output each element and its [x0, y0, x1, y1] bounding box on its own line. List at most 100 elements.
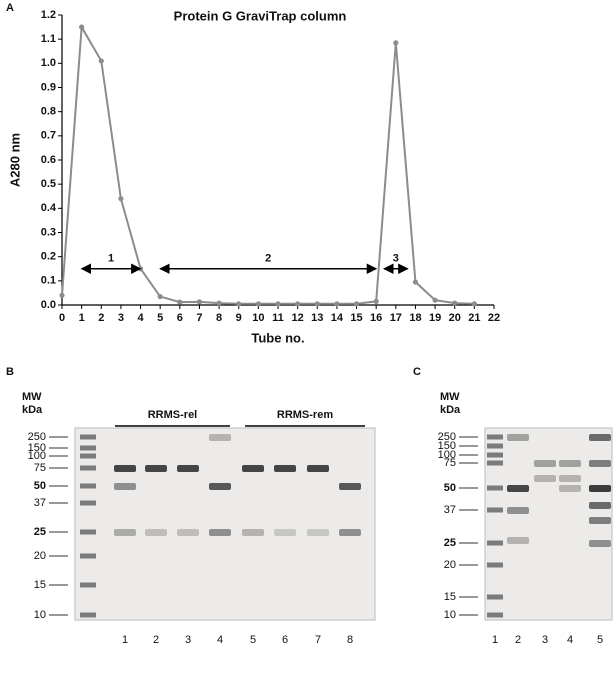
gel-band	[114, 465, 136, 472]
gel-band	[559, 475, 581, 482]
x-tick-label: 14	[331, 312, 344, 324]
gel-band	[114, 529, 136, 536]
ladder-band	[487, 612, 503, 618]
x-tick-label: 19	[429, 312, 441, 324]
lane-label: 2	[153, 634, 159, 646]
data-point	[118, 196, 124, 202]
ladder-band	[487, 452, 503, 458]
data-point	[177, 299, 183, 305]
marker-label: 50	[34, 480, 46, 492]
lane-label: 6	[282, 634, 288, 646]
x-tick-label: 8	[216, 312, 222, 324]
x-tick-label: 15	[350, 312, 362, 324]
gel-band	[589, 460, 611, 467]
y-axis-label: A280 nm	[7, 133, 22, 187]
y-tick-label: 0.7	[41, 130, 56, 142]
y-tick-label: 0.9	[41, 81, 56, 93]
gel-band	[339, 529, 361, 536]
x-tick-label: 13	[311, 312, 323, 324]
gel-band	[589, 434, 611, 441]
x-tick-label: 2	[98, 312, 104, 324]
group-label: RRMS-rel	[148, 409, 198, 421]
marker-label: 15	[444, 591, 456, 603]
y-tick-label: 0.1	[41, 275, 56, 287]
panel-label: B	[6, 366, 14, 378]
chart-title: Protein G GraviTrap column	[174, 8, 347, 23]
gel-band	[145, 465, 167, 472]
data-point	[59, 292, 65, 298]
y-tick-label: 0.6	[41, 154, 56, 166]
lane-label: 5	[250, 634, 256, 646]
marker-label: 150	[28, 442, 46, 454]
range-label: 2	[265, 253, 271, 265]
range-label: 1	[108, 253, 114, 265]
ladder-band	[80, 529, 96, 535]
y-tick-label: 1.2	[41, 9, 56, 21]
x-tick-label: 22	[488, 312, 500, 324]
x-tick-label: 3	[118, 312, 124, 324]
gel-band	[242, 465, 264, 472]
gel-band	[507, 434, 529, 441]
lane-label: 3	[185, 634, 191, 646]
ladder-band	[80, 453, 96, 459]
ladder-band	[80, 553, 96, 559]
gel-band	[589, 502, 611, 509]
marker-label: 25	[444, 537, 456, 549]
marker-label: 100	[438, 449, 456, 461]
data-point	[196, 299, 203, 305]
data-point	[255, 301, 261, 307]
ladder-band	[487, 443, 503, 449]
gel-band	[507, 537, 529, 544]
data-point	[236, 301, 242, 307]
ladder-band	[487, 507, 503, 513]
ladder-band	[487, 562, 503, 568]
gel-band	[114, 483, 136, 490]
marker-label: 10	[34, 609, 46, 621]
gel-band	[177, 529, 199, 536]
ladder-band	[487, 540, 503, 546]
series-line	[61, 23, 475, 305]
data-point	[295, 301, 301, 307]
data-point	[334, 301, 340, 307]
gel-band	[589, 517, 611, 524]
y-tick-label: 0.2	[41, 251, 56, 263]
mw-label: MW	[22, 391, 42, 403]
lane-label: 2	[515, 634, 521, 646]
panel-label: C	[413, 366, 421, 378]
x-tick-label: 6	[177, 312, 183, 324]
data-point	[393, 40, 399, 46]
lane-label: 4	[217, 634, 223, 646]
marker-label: 75	[34, 462, 46, 474]
x-tick-label: 9	[236, 312, 242, 324]
x-tick-label: 21	[468, 312, 480, 324]
data-point	[157, 293, 163, 300]
ladder-band	[80, 445, 96, 451]
ladder-band	[80, 582, 96, 588]
gel-band	[274, 465, 296, 472]
marker-label: 37	[444, 504, 456, 516]
y-tick-label: 0.5	[41, 178, 56, 190]
y-tick-label: 0.8	[41, 106, 56, 118]
unit-label: kDa	[22, 404, 43, 416]
x-tick-label: 7	[196, 312, 202, 324]
x-tick-label: 16	[370, 312, 382, 324]
ladder-band	[487, 594, 503, 600]
ladder-band	[80, 465, 96, 471]
x-tick-label: 17	[390, 312, 402, 324]
lane-label: 5	[597, 634, 603, 646]
data-point	[353, 301, 360, 307]
marker-label: 15	[34, 579, 46, 591]
marker-label: 20	[444, 559, 456, 571]
x-tick-label: 20	[449, 312, 461, 324]
data-point	[471, 301, 477, 307]
y-tick-label: 0.4	[41, 202, 57, 214]
data-point	[412, 279, 419, 285]
x-tick-label: 4	[137, 312, 144, 324]
x-tick-label: 18	[409, 312, 421, 324]
marker-label: 20	[34, 550, 46, 562]
mw-label: MW	[440, 391, 460, 403]
ladder-band	[80, 434, 96, 440]
unit-label: kDa	[440, 404, 461, 416]
lane-label: 1	[492, 634, 498, 646]
